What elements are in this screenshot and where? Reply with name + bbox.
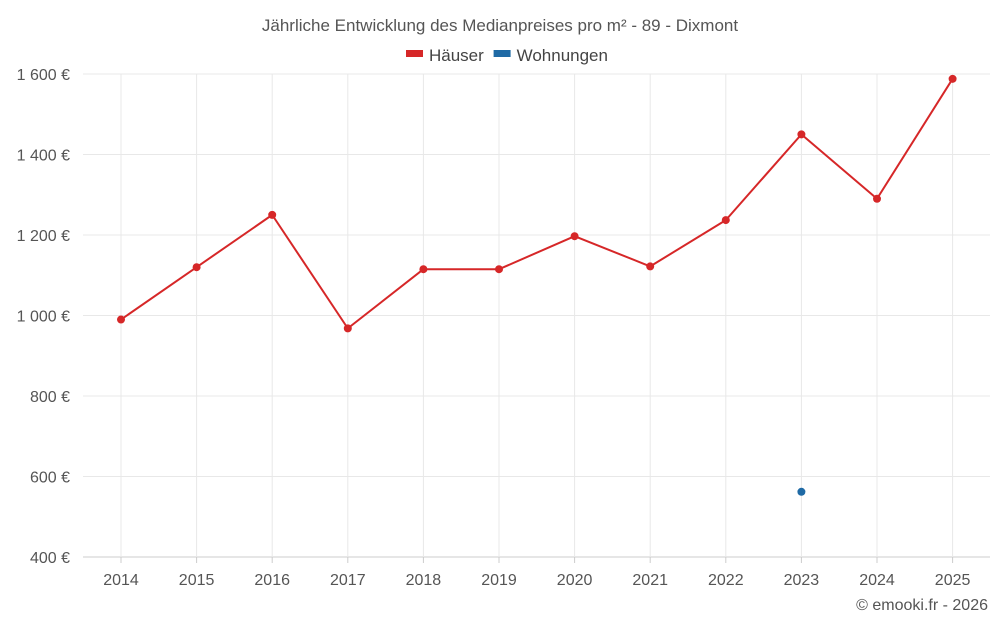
y-tick-label: 1 200 € bbox=[17, 228, 70, 245]
data-point[interactable] bbox=[117, 315, 125, 324]
y-tick-label: 1 400 € bbox=[17, 148, 70, 165]
y-tick-label: 1 000 € bbox=[17, 309, 70, 326]
x-tick-label: 2024 bbox=[859, 572, 895, 589]
data-point[interactable] bbox=[646, 262, 655, 271]
data-point[interactable] bbox=[495, 265, 503, 274]
footer-credit: © emooki.fr - 2026 bbox=[856, 597, 988, 614]
y-tick-label: 1 600 € bbox=[17, 67, 70, 84]
legend-label[interactable]: Häuser bbox=[429, 46, 484, 65]
data-point[interactable] bbox=[948, 74, 957, 83]
x-tick-label: 2019 bbox=[481, 572, 517, 589]
data-point[interactable] bbox=[873, 194, 881, 203]
legend-swatch bbox=[493, 50, 511, 57]
data-point[interactable] bbox=[419, 265, 428, 274]
x-tick-label: 2016 bbox=[254, 572, 290, 589]
y-tick-label: 800 € bbox=[30, 389, 70, 406]
data-point[interactable] bbox=[721, 216, 730, 225]
data-point[interactable] bbox=[797, 130, 806, 139]
y-axis: 400 € 600 € 800 € 1 000 € 1 200 € 1 400 € 1 60… bbox=[17, 67, 70, 567]
x-tick-label: 2022 bbox=[708, 572, 744, 589]
data-point[interactable] bbox=[343, 324, 352, 333]
data-point[interactable] bbox=[797, 487, 806, 496]
series-layer bbox=[117, 74, 957, 496]
legend-label[interactable]: Wohnungen bbox=[517, 46, 608, 65]
x-axis: 2014 2015 2016 2017 2018 2019 2020 2021 2022 2023… bbox=[103, 557, 970, 589]
data-point[interactable] bbox=[192, 263, 201, 272]
y-tick-label: 400 € bbox=[30, 550, 70, 567]
x-tick-label: 2017 bbox=[330, 572, 366, 589]
y-tick-label: 600 € bbox=[30, 470, 70, 487]
x-tick-label: 2014 bbox=[103, 572, 139, 589]
x-tick-label: 2018 bbox=[406, 572, 442, 589]
grid bbox=[83, 73, 990, 558]
x-tick-label: 2021 bbox=[632, 572, 668, 589]
x-tick-label: 2020 bbox=[557, 572, 593, 589]
x-tick-label: 2015 bbox=[179, 572, 215, 589]
legend: Häuser Wohnungen bbox=[406, 46, 608, 65]
data-point[interactable] bbox=[268, 210, 277, 219]
data-point[interactable] bbox=[570, 232, 579, 241]
x-tick-label: 2023 bbox=[784, 572, 820, 589]
legend-swatch bbox=[406, 50, 423, 57]
series-line bbox=[120, 78, 954, 330]
chart-title: Jährliche Entwicklung des Medianpreises … bbox=[262, 16, 738, 35]
x-tick-label: 2025 bbox=[935, 572, 971, 589]
